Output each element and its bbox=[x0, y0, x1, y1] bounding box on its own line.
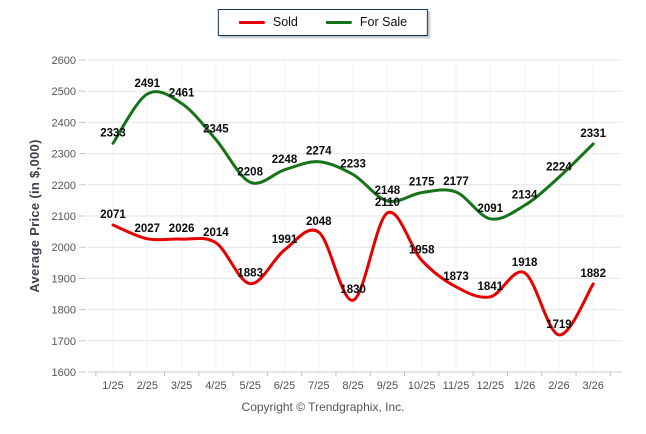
x-tick-label: 6/25 bbox=[274, 380, 295, 392]
data-label: 2014 bbox=[203, 227, 229, 239]
y-tick-label: 1600 bbox=[52, 367, 76, 379]
y-tick-label: 2300 bbox=[52, 149, 76, 161]
data-label: 2091 bbox=[478, 203, 504, 215]
legend-label-sold: Sold bbox=[272, 15, 298, 29]
x-tick-label: 4/25 bbox=[205, 380, 226, 392]
y-tick-label: 2200 bbox=[52, 180, 76, 192]
x-tick-label: 1/26 bbox=[514, 380, 535, 392]
x-tick-label: 11/25 bbox=[443, 380, 470, 392]
x-tick-label: 3/26 bbox=[582, 380, 603, 392]
x-tick-label: 12/25 bbox=[477, 380, 505, 392]
data-label: 2027 bbox=[135, 223, 161, 235]
data-label: 2208 bbox=[237, 166, 263, 178]
data-label: 2461 bbox=[169, 87, 195, 99]
data-label: 2331 bbox=[580, 128, 606, 140]
y-tick-label: 1900 bbox=[52, 273, 76, 285]
x-tick-label: 10/25 bbox=[408, 380, 436, 392]
data-label: 2248 bbox=[272, 154, 298, 166]
data-label: 2177 bbox=[443, 176, 469, 188]
x-tick-label: 1/25 bbox=[102, 380, 123, 392]
line-chart: 1600 1700 1800 1900 2000 2100 2200 2300 2400 2500… bbox=[52, 55, 622, 392]
x-tick-label: 9/25 bbox=[377, 380, 398, 392]
for-sale-series-line bbox=[111, 90, 595, 221]
data-label: 1719 bbox=[546, 319, 572, 331]
x-tick-label: 2/26 bbox=[548, 380, 569, 392]
data-label: 2175 bbox=[409, 177, 435, 189]
legend-item-for-sale: For Sale bbox=[325, 15, 408, 29]
y-tick-label: 2400 bbox=[52, 117, 76, 129]
data-label: 1873 bbox=[443, 271, 469, 283]
data-label: 2491 bbox=[135, 78, 161, 90]
y-axis-title: Average Price (in $,000) bbox=[27, 139, 42, 293]
legend-label-for-sale: For Sale bbox=[359, 15, 408, 29]
sold-line-swatch bbox=[238, 20, 265, 24]
data-label: 2134 bbox=[512, 189, 538, 201]
data-label: 2026 bbox=[169, 223, 195, 235]
data-label: 2148 bbox=[375, 185, 401, 197]
data-label: 2224 bbox=[546, 161, 572, 173]
y-tick-label: 2600 bbox=[52, 55, 76, 67]
data-label: 1883 bbox=[237, 268, 263, 280]
data-label: 1918 bbox=[512, 257, 538, 269]
data-label: 2274 bbox=[306, 146, 332, 158]
data-label: 2333 bbox=[100, 127, 126, 139]
data-label: 1830 bbox=[340, 284, 366, 296]
x-tick-label: 2/25 bbox=[137, 380, 158, 392]
y-tick-label: 2500 bbox=[52, 86, 76, 98]
y-tick-label: 2100 bbox=[52, 211, 76, 223]
x-tick-label: 7/25 bbox=[308, 380, 329, 392]
data-label: 2071 bbox=[100, 209, 126, 221]
x-tick-label: 5/25 bbox=[239, 380, 260, 392]
data-label: 1958 bbox=[409, 244, 435, 256]
y-tick-label: 1700 bbox=[52, 336, 76, 348]
data-label: 2233 bbox=[340, 159, 366, 171]
x-tick-label: 3/25 bbox=[171, 380, 192, 392]
y-tick-label: 1800 bbox=[52, 305, 76, 317]
x-tick-label: 8/25 bbox=[342, 380, 363, 392]
for-sale-line-swatch bbox=[325, 20, 352, 24]
data-label: 2110 bbox=[375, 197, 400, 209]
data-label: 1991 bbox=[272, 234, 298, 246]
sold-series-line bbox=[111, 210, 595, 337]
y-tick-label: 2000 bbox=[52, 242, 76, 254]
chart-legend: Sold For Sale bbox=[217, 9, 429, 36]
legend-item-sold: Sold bbox=[238, 15, 298, 29]
data-label: 1841 bbox=[478, 281, 504, 293]
data-label: 2345 bbox=[203, 124, 229, 136]
data-label: 1882 bbox=[580, 268, 606, 280]
copyright-text: Copyright © Trendgraphix, Inc. bbox=[241, 400, 405, 414]
data-label: 2048 bbox=[306, 216, 332, 228]
